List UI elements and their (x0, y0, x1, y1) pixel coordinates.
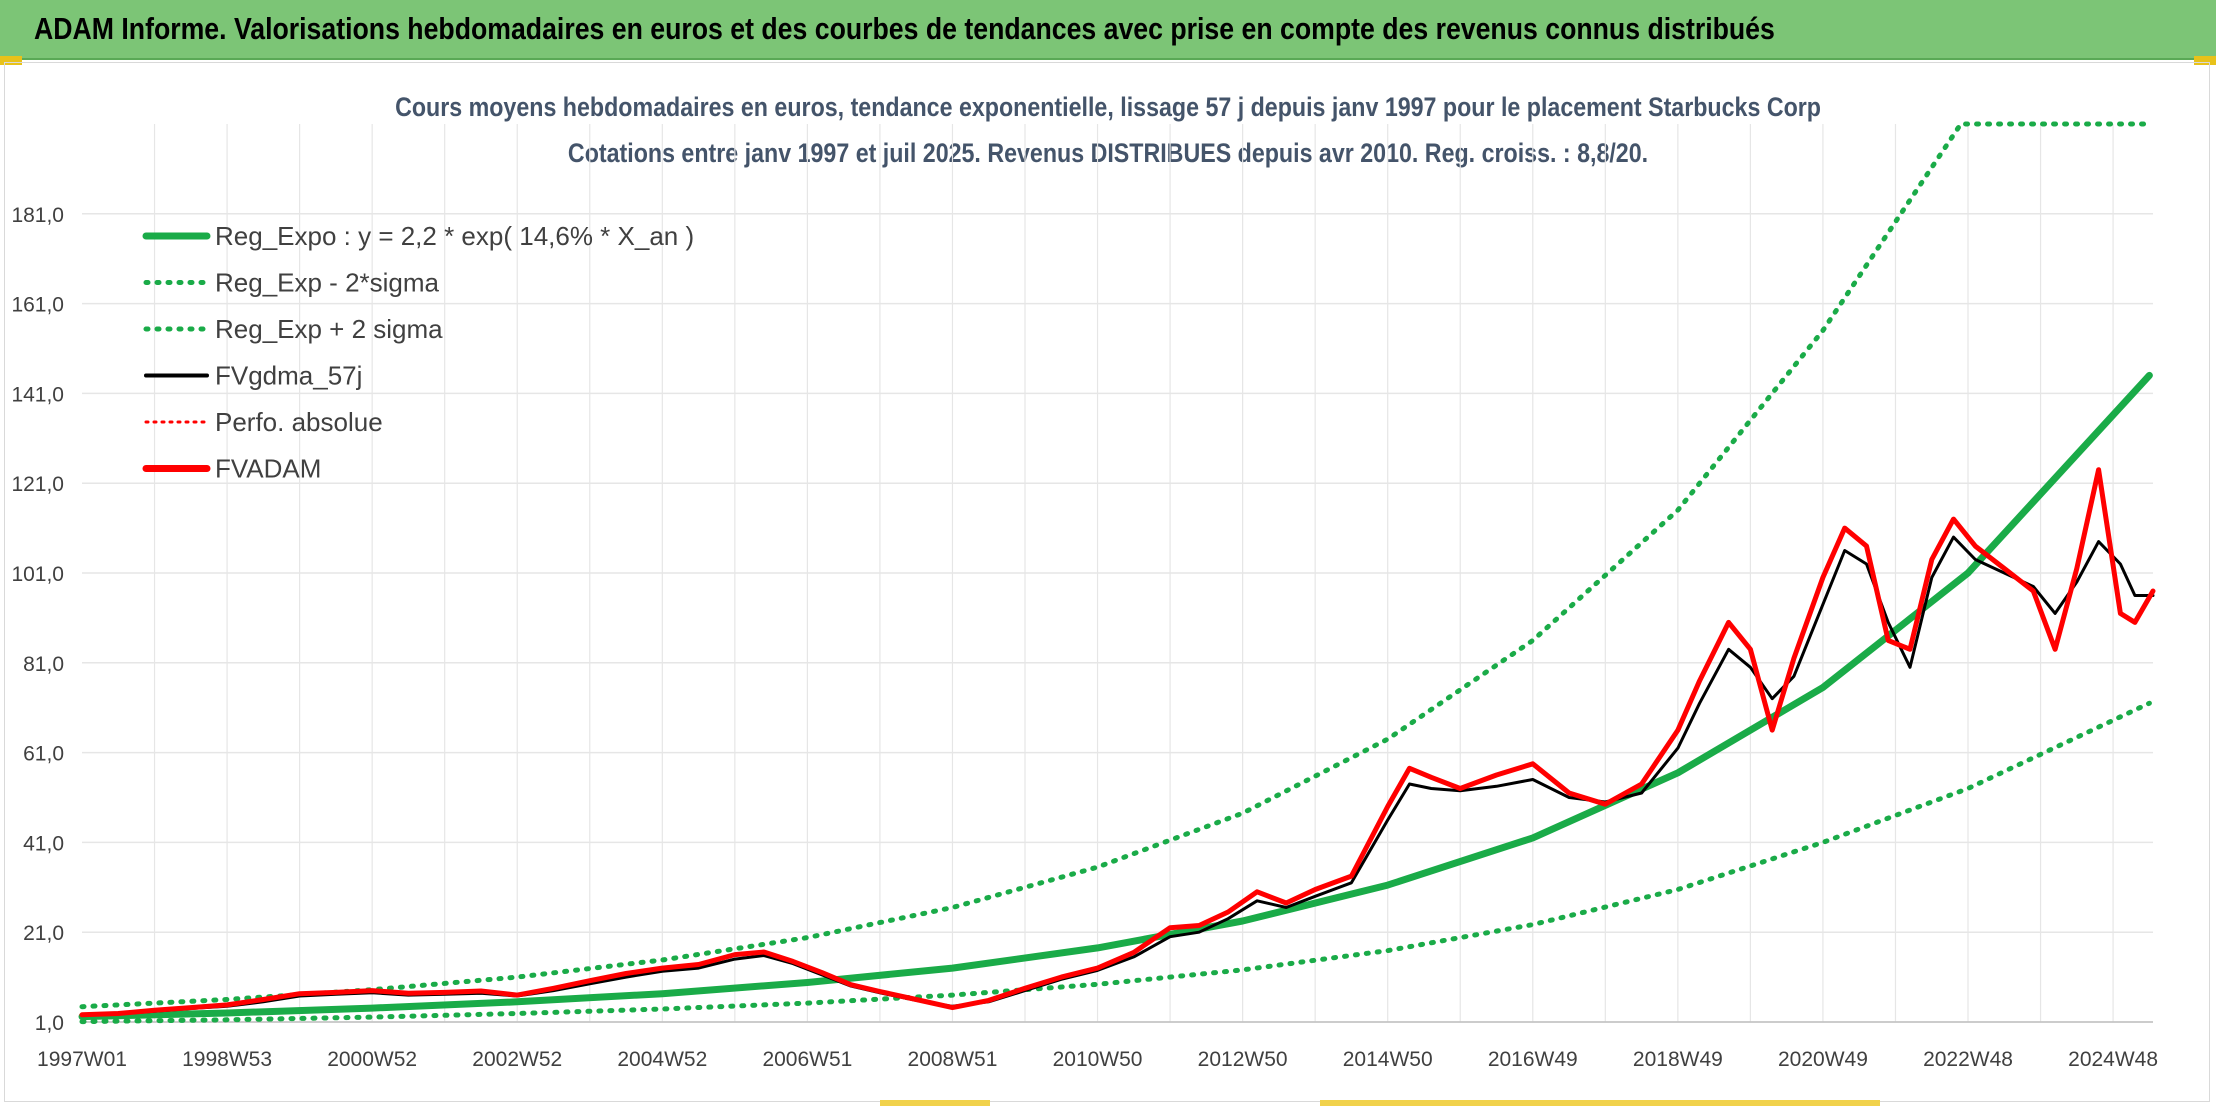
series-reg-exp-minus-2sigma (79, 700, 2152, 1025)
x-tick-label: 1997W01 (37, 1048, 127, 1071)
x-tick-label: 2006W51 (762, 1048, 852, 1071)
series-fvadam (79, 467, 2156, 1018)
y-tick-label: 141,0 (11, 383, 64, 406)
y-tick-label: 121,0 (11, 473, 64, 496)
legend-label: Reg_Expo : y = 2,2 * exp( 14,6% * X_an ) (215, 221, 694, 251)
x-tick-label: 2020W49 (1778, 1048, 1868, 1071)
legend-label: Reg_Exp + 2 sigma (215, 314, 443, 344)
legend-label: FVgdma_57j (215, 361, 362, 391)
report-header: ADAM Informe. Valorisations hebdomadaire… (0, 0, 2216, 60)
report-title: ADAM Informe. Valorisations hebdomadaire… (34, 11, 1775, 46)
x-tick-label: 2014W50 (1343, 1048, 1433, 1071)
x-tick-label: 2002W52 (472, 1048, 562, 1071)
x-tick-label: 1998W53 (182, 1048, 272, 1071)
y-tick-label: 1,0 (35, 1012, 64, 1035)
chart-subtitle: Cotations entre janv 1997 et juil 2025. … (0, 138, 2216, 169)
legend-label: Reg_Exp - 2*sigma (215, 268, 440, 298)
x-tick-label: 2018W49 (1633, 1048, 1723, 1071)
y-tick-label: 81,0 (23, 653, 64, 676)
x-tick-label: 2004W52 (617, 1048, 707, 1071)
chart-title: Cours moyens hebdomadaires en euros, ten… (0, 92, 2216, 123)
chart-subtitle-text: Cotations entre janv 1997 et juil 2025. … (567, 138, 1649, 168)
series-reg-expo (78, 371, 2153, 1021)
y-tick-label: 161,0 (11, 294, 64, 317)
series-reg-exp-plus-2sigma (79, 121, 2152, 1010)
chart-title-text: Cours moyens hebdomadaires en euros, ten… (395, 92, 1821, 122)
corner-mark-left (0, 56, 22, 65)
corner-mark-right (2194, 56, 2216, 65)
chart-frame (4, 62, 2210, 1102)
bottom-accent-left (880, 1100, 990, 1106)
x-tick-label: 2010W50 (1053, 1048, 1143, 1071)
y-tick-label: 41,0 (23, 832, 64, 855)
x-tick-label: 2016W49 (1488, 1048, 1578, 1071)
legend-label: FVADAM (215, 454, 321, 484)
y-tick-label: 21,0 (23, 922, 64, 945)
x-tick-label: 2012W50 (1198, 1048, 1288, 1071)
y-tick-label: 101,0 (11, 563, 64, 586)
y-tick-label: 61,0 (23, 743, 64, 766)
legend-label: Perfo. absolue (215, 407, 383, 437)
x-tick-label: 2022W48 (1923, 1048, 2013, 1071)
y-tick-label: 181,0 (11, 204, 64, 227)
bottom-accent-right (1320, 1100, 1880, 1106)
x-tick-label: 2000W52 (327, 1048, 417, 1071)
x-tick-label: 2008W51 (908, 1048, 998, 1071)
x-tick-label: 2024W48 (2068, 1048, 2158, 1071)
